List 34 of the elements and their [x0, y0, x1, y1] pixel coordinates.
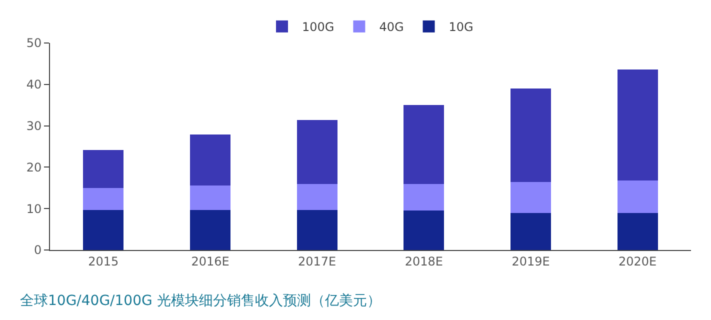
bar — [510, 88, 552, 182]
bar — [404, 210, 444, 250]
x-tick-label: 2019E — [512, 254, 550, 268]
x-tick-label: 2020E — [618, 254, 657, 268]
y-tick-label: 20 — [26, 160, 42, 174]
bar — [510, 182, 552, 214]
legend-label: 40G — [379, 20, 404, 34]
x-tick-label: 2018E — [404, 254, 443, 268]
y-tick-label: 30 — [26, 119, 42, 133]
legend-label: 10G — [448, 20, 474, 34]
bar — [190, 210, 231, 250]
bar — [296, 184, 338, 210]
bar — [83, 188, 124, 210]
bar — [190, 185, 231, 210]
y-tick-label: 10 — [26, 202, 42, 216]
bar — [404, 184, 444, 210]
y-tick-label: 40 — [26, 78, 42, 92]
x-tick-label: 2016E — [191, 254, 230, 268]
bar — [617, 70, 658, 180]
x-tick-label: 2015 — [88, 254, 119, 268]
bar — [296, 120, 338, 184]
legend-label: 100G — [302, 20, 334, 34]
bar — [404, 105, 444, 184]
bar — [510, 213, 552, 250]
y-tick-label: 50 — [26, 36, 42, 50]
bar — [617, 213, 658, 250]
bar — [296, 210, 338, 250]
bar — [190, 134, 231, 186]
y-tick-label: 0 — [34, 243, 42, 258]
x-tick-label: 2017E — [298, 254, 336, 268]
text: 全球10G/40G/100G 光模块细分销售收入预测（亿美元） — [20, 293, 381, 309]
bar — [617, 180, 658, 214]
bar — [83, 150, 124, 188]
bar — [83, 210, 124, 250]
